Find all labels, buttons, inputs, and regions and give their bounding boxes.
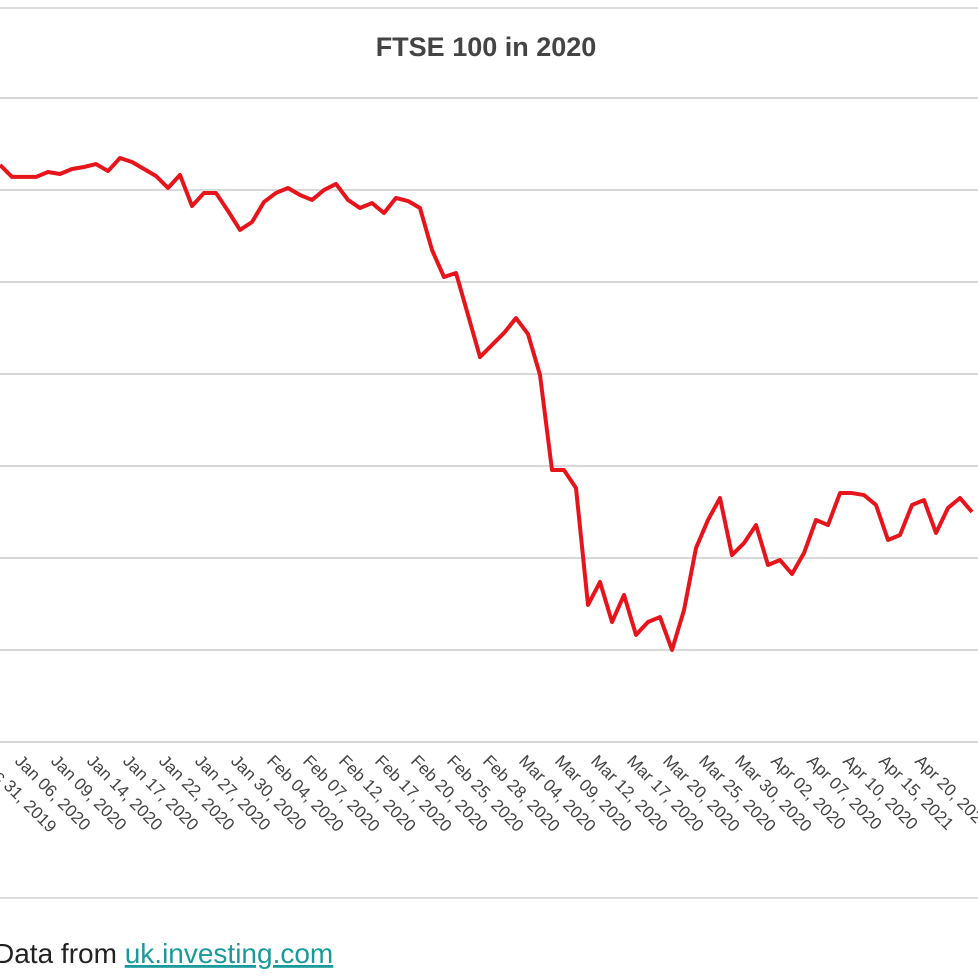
chart-title: FTSE 100 in 2020 <box>376 32 597 62</box>
source-prefix: Data from <box>0 938 117 969</box>
line <box>0 155 974 652</box>
source-note: Data from uk.investing.com <box>0 938 333 969</box>
source-link[interactable]: uk.investing.com <box>125 938 334 969</box>
